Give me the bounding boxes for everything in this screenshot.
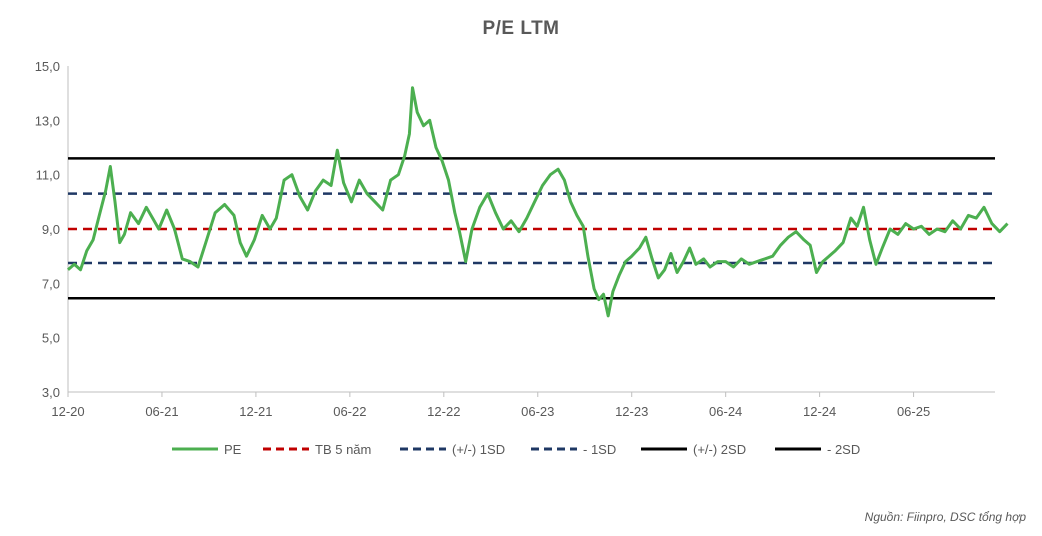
legend-label: - 2SD — [827, 442, 860, 457]
y-tick-label: 7,0 — [42, 276, 60, 291]
legend-label: - 1SD — [583, 442, 616, 457]
legend-label: (+/-) 1SD — [452, 442, 505, 457]
x-tick-label: 06-22 — [333, 404, 366, 419]
y-tick-label: 13,0 — [35, 113, 60, 128]
x-tick-label: 06-25 — [897, 404, 930, 419]
source-note: Nguồn: Fiinpro, DSC tổng hợp — [864, 510, 1026, 524]
x-tick-label: 12-20 — [51, 404, 84, 419]
pe-line — [67, 86, 1009, 318]
x-axis: 12-20 06-21 12-21 06-22 12-22 06-23 12-23 06-24… — [51, 391, 995, 419]
legend-label: PE — [224, 442, 242, 457]
x-tick-label: 12-23 — [615, 404, 648, 419]
pe-series — [67, 86, 1009, 318]
legend-label: TB 5 năm — [315, 442, 371, 457]
reference-lines — [68, 157, 995, 300]
y-tick-label: 11,0 — [36, 168, 60, 183]
y-tick-label: 3,0 — [42, 385, 60, 400]
x-tick-label: 06-21 — [145, 404, 178, 419]
y-tick-label: 5,0 — [42, 331, 60, 346]
x-tick-label: 12-24 — [803, 404, 836, 419]
chart-title: P/E LTM — [482, 18, 560, 39]
x-tick-label: 06-24 — [709, 404, 742, 419]
y-tick-label: 9,0 — [42, 222, 60, 237]
x-tick-label: 12-21 — [239, 404, 272, 419]
legend: PE TB 5 năm (+/-) 1SD - 1SD (+/-) 2SD - 2SD — [172, 442, 860, 457]
y-axis: 3,0 5,0 7,0 9,0 11,0 13,0 15,0 — [35, 59, 69, 400]
x-tick-label: 06-23 — [521, 404, 554, 419]
x-tick-label: 12-22 — [427, 404, 460, 419]
y-tick-label: 15,0 — [35, 59, 60, 74]
legend-label: (+/-) 2SD — [693, 442, 746, 457]
